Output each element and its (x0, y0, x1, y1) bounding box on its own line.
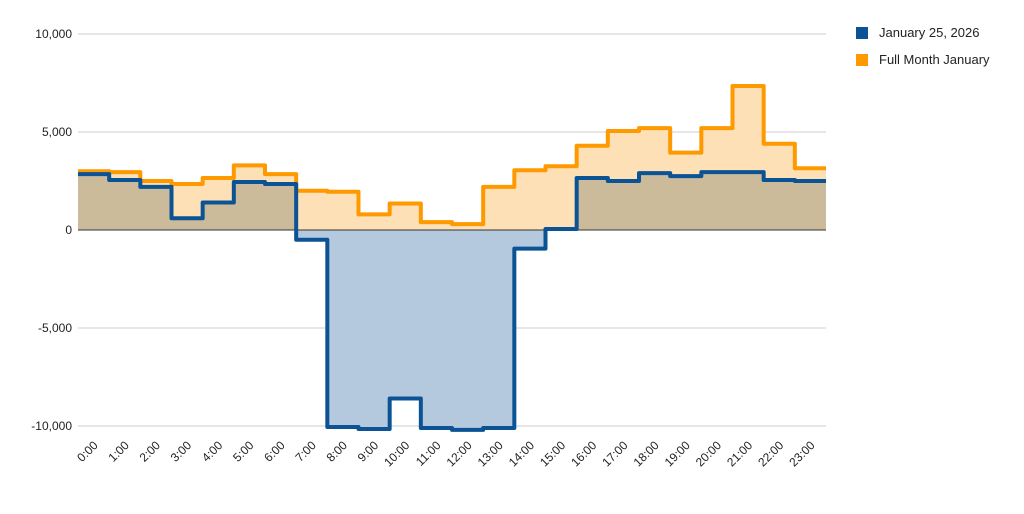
line-full-month-january (78, 83, 826, 227)
x-tick-label: 14:00 (506, 438, 537, 469)
x-tick-label: 13:00 (475, 438, 506, 469)
y-tick-label: -5,000 (38, 321, 72, 335)
legend-item-january-25: January 25, 2026 (856, 24, 990, 41)
area-fills (78, 85, 826, 430)
y-axis-ticks: 10,000 5,000 0 -5,000 -10,000 (31, 27, 72, 433)
x-tick-label: 18:00 (631, 438, 662, 469)
x-tick-label: 9:00 (355, 438, 382, 465)
x-tick-label: 16:00 (568, 438, 599, 469)
x-tick-label: 23:00 (786, 438, 817, 469)
legend-swatch-january-25 (856, 26, 868, 39)
x-tick-label: 19:00 (662, 438, 693, 469)
x-tick-label: 17:00 (599, 438, 630, 469)
series-lines (78, 83, 826, 432)
x-tick-label: 1:00 (105, 438, 132, 465)
legend-label: Full Month January (879, 52, 990, 67)
line-january-25 (78, 170, 826, 432)
x-tick-label: 3:00 (168, 438, 195, 465)
x-tick-label: 11:00 (413, 438, 444, 469)
legend-item-full-month-january: Full Month January (856, 51, 990, 68)
legend: January 25, 2026 Full Month January (856, 24, 990, 78)
x-tick-label: 6:00 (261, 438, 288, 465)
legend-swatch-full-month-january (856, 53, 868, 66)
y-tick-label: 0 (65, 223, 72, 237)
y-tick-label: -10,000 (31, 419, 72, 433)
area-january-25-overlap (78, 172, 826, 230)
x-tick-label: 10:00 (381, 438, 412, 469)
x-tick-label: 20:00 (693, 438, 724, 469)
y-tick-label: 10,000 (35, 27, 72, 41)
area-january-25-negative (78, 230, 826, 430)
x-tick-label: 8:00 (324, 438, 351, 465)
x-tick-label: 0:00 (74, 438, 101, 465)
x-tick-label: 15:00 (537, 438, 568, 469)
y-tick-label: 5,000 (42, 125, 72, 139)
x-tick-label: 2:00 (137, 438, 164, 465)
legend-label: January 25, 2026 (879, 25, 980, 40)
x-tick-label: 21:00 (724, 438, 755, 469)
x-tick-label: 5:00 (230, 438, 257, 465)
x-tick-label: 4:00 (199, 438, 226, 465)
x-tick-label: 7:00 (292, 438, 319, 465)
x-tick-label: 22:00 (755, 438, 786, 469)
x-tick-label: 12:00 (444, 438, 475, 469)
x-axis-ticks: 0:00 1:00 2:00 3:00 4:00 5:00 6:00 7:00 8:00 9:00… (74, 438, 817, 469)
